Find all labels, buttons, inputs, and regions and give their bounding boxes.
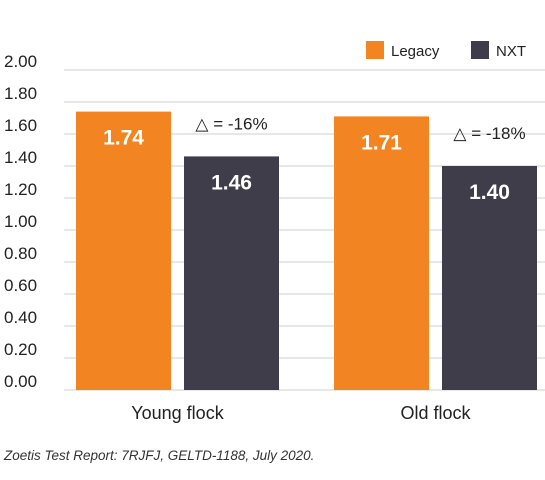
legend-label-nxt: NXT	[496, 43, 526, 60]
data-label: 1.71	[361, 131, 402, 154]
y-axis-ticks: 0.00 0.20 0.40 0.60 0.80 1.00 1.20 1.40 1.60 1.80…	[4, 52, 37, 391]
legend-swatch-nxt	[471, 41, 489, 59]
y-tick-label: 0.40	[4, 308, 37, 327]
legend-swatch-legacy	[366, 41, 384, 59]
y-tick-label: 0.80	[4, 244, 37, 263]
data-label: 1.40	[469, 181, 510, 204]
bar-legacy-old-flock	[334, 116, 429, 390]
x-axis-categories: Young flock Old flock	[131, 403, 471, 423]
bar-legacy-young-flock	[76, 112, 171, 390]
y-tick-label: 2.00	[4, 52, 37, 71]
delta-annotation: △ = -16%	[195, 114, 267, 133]
data-label: 1.74	[103, 127, 144, 150]
legend: Legacy NXT	[366, 41, 526, 60]
y-tick-label: 0.20	[4, 340, 37, 359]
bars: 1.74 1.46 △ = -16% 1.71 1.40 △ = -18%	[76, 112, 537, 390]
y-tick-label: 0.00	[4, 372, 37, 391]
legend-label-legacy: Legacy	[391, 43, 440, 60]
x-category-label: Young flock	[131, 403, 224, 423]
y-tick-label: 1.80	[4, 84, 37, 103]
y-tick-label: 1.60	[4, 116, 37, 135]
data-label: 1.46	[211, 171, 252, 194]
y-tick-label: 1.00	[4, 212, 37, 231]
y-tick-label: 1.40	[4, 148, 37, 167]
delta-annotation: △ = -18%	[453, 124, 525, 143]
y-tick-label: 0.60	[4, 276, 37, 295]
bar-chart: 0.00 0.20 0.40 0.60 0.80 1.00 1.20 1.40 1.60 1.80…	[0, 0, 545, 445]
y-tick-label: 1.20	[4, 180, 37, 199]
x-category-label: Old flock	[400, 403, 471, 423]
source-note: Zoetis Test Report: 7RJFJ, GELTD-1188, J…	[4, 448, 314, 463]
